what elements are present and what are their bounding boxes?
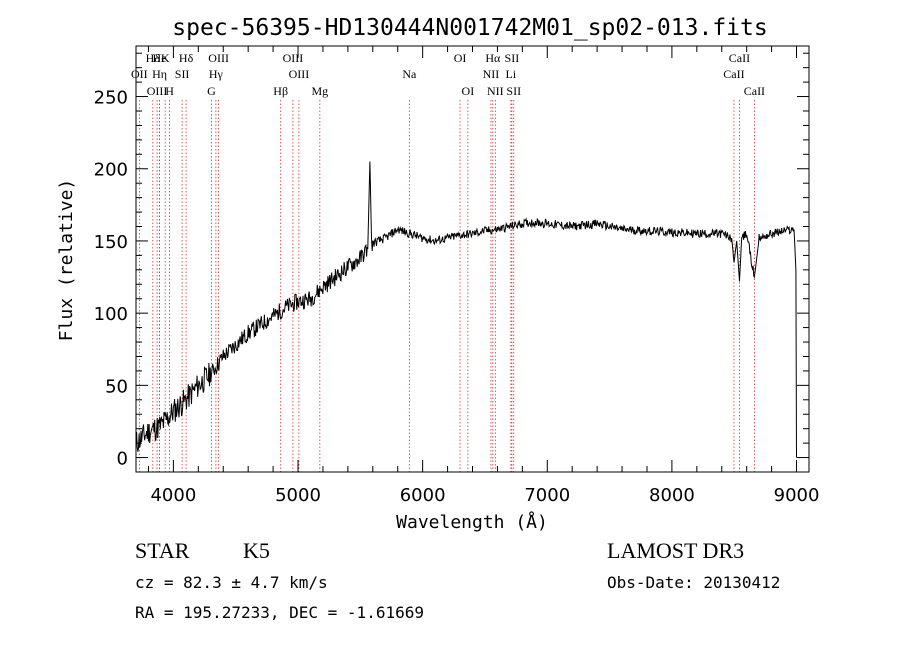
y-tick-label: 100: [94, 304, 128, 325]
plot-frame: [135, 45, 810, 473]
x-tick-label: 4000: [150, 485, 196, 506]
x-axis-label: Wavelength (Å): [396, 511, 548, 533]
line-label: CaII: [729, 51, 750, 65]
line-label: Hδ: [179, 51, 194, 65]
line-label: G: [207, 84, 216, 98]
line-label: SII: [506, 84, 521, 98]
observation-date: Obs-Date: 20130412: [607, 573, 781, 592]
y-tick-label: 250: [94, 88, 128, 109]
line-label: NII: [487, 84, 504, 98]
line-label: Li: [506, 67, 517, 81]
line-label: He: [153, 51, 167, 65]
x-tick-label: 9000: [774, 485, 820, 506]
line-label: CaII: [723, 67, 744, 81]
line-label: SII: [175, 67, 190, 81]
x-axis: 4000 5000 6000 7000 8000 9000: [147, 46, 820, 506]
y-tick-label: 200: [94, 160, 128, 181]
chart-title: spec-56395-HD130444N001742M01_sp02-013.f…: [172, 15, 767, 41]
y-axis: 0 50 100 150 200 250: [94, 52, 809, 470]
line-label: Mg: [311, 84, 328, 98]
line-label: SII: [505, 51, 520, 65]
line-label: Hβ: [273, 84, 288, 98]
spectrum-line: [135, 161, 797, 458]
line-label: K: [161, 51, 170, 65]
line-label: OIII: [147, 84, 168, 98]
y-axis-label: Flux (relative): [56, 179, 77, 342]
y-tick-label: 50: [105, 376, 128, 397]
line-label: Na: [402, 67, 417, 81]
x-tick-label: 6000: [400, 485, 446, 506]
line-label: Hη: [152, 67, 167, 81]
line-label: OIII: [208, 51, 229, 65]
line-label: CaII: [744, 84, 765, 98]
x-tick-label: 7000: [524, 485, 570, 506]
object-class: STAR: [135, 538, 190, 563]
line-label: OIII: [289, 67, 310, 81]
y-tick-label: 150: [94, 232, 128, 253]
line-label: OI: [462, 84, 475, 98]
line-label: OI: [454, 51, 467, 65]
line-label: OIII: [283, 51, 304, 65]
spectrum-series: [135, 161, 797, 458]
survey-name: LAMOST DR3: [607, 538, 745, 563]
line-label: Hδ: [146, 51, 161, 65]
line-label: OII: [131, 67, 148, 81]
redshift-value: cz = 82.3 ± 4.7 km/s: [135, 573, 328, 592]
line-label: H: [165, 84, 174, 98]
x-tick-label: 5000: [275, 485, 321, 506]
line-label: NII: [483, 67, 500, 81]
object-subclass: K5: [243, 538, 270, 563]
coordinates: RA = 195.27233, DEC = -1.61669: [135, 603, 424, 622]
line-label: Hα: [485, 51, 501, 65]
y-tick-label: 0: [117, 449, 128, 470]
line-label: Hγ: [209, 67, 224, 81]
x-tick-label: 8000: [649, 485, 695, 506]
